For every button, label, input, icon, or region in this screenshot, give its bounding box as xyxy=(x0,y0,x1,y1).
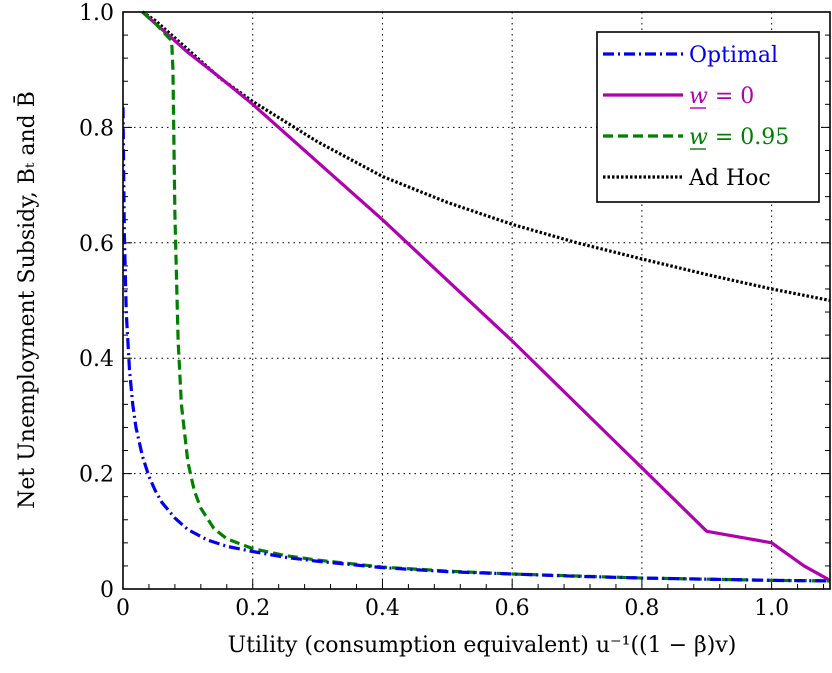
plot-frame xyxy=(122,11,831,590)
x-tick-label: 0 xyxy=(116,596,130,621)
series-line-0 xyxy=(123,107,830,583)
x-tick-label: 0.6 xyxy=(495,596,530,621)
x-tick-label: 0.4 xyxy=(365,596,400,621)
series-layer xyxy=(123,10,830,583)
series-line-2 xyxy=(141,10,830,583)
legend-label: Ad Hoc xyxy=(688,166,771,191)
y-tick-label: 0.6 xyxy=(79,232,114,257)
x-axis-label: Utility (consumption equivalent) u⁻¹((1 … xyxy=(228,633,737,658)
legend: Optimal w = 0 w = 0.95 Ad Hoc xyxy=(596,31,820,203)
x-tick-label: 1.0 xyxy=(754,596,789,621)
x-tick-labels: 0 0.2 0.4 0.6 0.8 1.0 xyxy=(116,596,789,621)
minor-ticks xyxy=(122,11,830,590)
y-tick-label: 0.8 xyxy=(79,116,114,141)
y-axis-label: Net Unemployment Subsidy, Bₜ and B̄ xyxy=(13,91,40,509)
x-tick-label: 0.8 xyxy=(624,596,659,621)
legend-label: w = 0.95 xyxy=(689,125,789,150)
y-tick-label: 0.2 xyxy=(79,463,114,488)
legend-label: Optimal xyxy=(689,43,778,68)
x-tick-label: 0.2 xyxy=(235,596,270,621)
legend-box xyxy=(596,31,820,203)
y-tick-label: 0.4 xyxy=(79,347,114,372)
y-tick-label: 1.0 xyxy=(79,1,114,26)
legend-label: w = 0 xyxy=(689,84,754,109)
series-line-1 xyxy=(141,10,830,582)
y-tick-label: 0 xyxy=(100,578,114,603)
y-tick-labels: 0 0.2 0.4 0.6 0.8 1.0 xyxy=(79,1,114,603)
